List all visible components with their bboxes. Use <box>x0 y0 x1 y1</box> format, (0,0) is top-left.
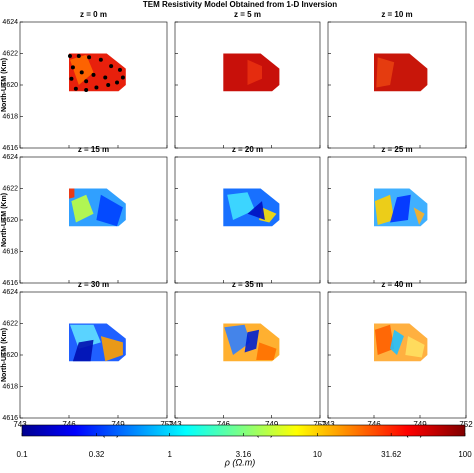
resistivity-patch <box>70 54 94 85</box>
station-marker <box>84 88 89 93</box>
x-tick-label: 743 <box>321 420 335 429</box>
station-marker <box>117 67 122 72</box>
x-tick-label: 752 <box>160 420 174 429</box>
x-tick-label: 749 <box>265 420 279 429</box>
y-tick-label: 4618 <box>2 383 18 390</box>
y-tick-label: 4620 <box>2 217 18 224</box>
y-axis-label: North-UTM (Km) <box>1 328 8 382</box>
station-marker <box>98 57 103 62</box>
panel-title: z = 5 m <box>234 10 261 19</box>
resistivity-patch <box>390 194 411 223</box>
y-tick-label: 4624 <box>2 154 18 161</box>
y-tick-label: 4616 <box>2 415 18 422</box>
resistivity-patch <box>69 188 75 199</box>
resistivity-patch <box>72 339 94 362</box>
resistivity-patch <box>227 192 255 220</box>
station-marker <box>103 75 108 80</box>
figure-title: TEM Resistivity Model Obtained from 1-D … <box>143 0 337 9</box>
y-tick-label: 4620 <box>2 352 18 359</box>
panel-title: z = 40 m <box>381 280 412 289</box>
x-tick-label: 743 <box>13 420 27 429</box>
panel-title: z = 0 m <box>80 10 107 19</box>
panel-title: z = 10 m <box>381 10 412 19</box>
colorbar-tick-label: 0.32 <box>89 450 105 459</box>
resistivity-patch <box>256 342 277 360</box>
panel-title: z = 25 m <box>381 145 412 154</box>
resistivity-patch <box>244 329 260 353</box>
resistivity-patch <box>390 329 404 355</box>
x-tick-label: 746 <box>367 420 381 429</box>
resistivity-patch <box>247 59 262 85</box>
y-tick-label: 4622 <box>2 50 18 57</box>
colorbar-tick-label: 100 <box>458 450 472 459</box>
station-marker <box>84 79 89 84</box>
station-marker <box>69 76 74 81</box>
resistivity-patch <box>247 201 265 220</box>
resistivity-patch <box>374 324 395 355</box>
resistivity-patch <box>405 336 425 358</box>
x-tick-label: 749 <box>111 420 125 429</box>
y-tick-label: 4622 <box>2 185 18 192</box>
colorbar-tick-label: 31.62 <box>381 450 402 459</box>
resistivity-patch <box>70 324 101 349</box>
y-tick-label: 4616 <box>2 280 18 287</box>
colorbar-tick-label: 3.16 <box>236 450 252 459</box>
panel-title: z = 20 m <box>232 145 263 154</box>
station-marker <box>91 72 96 77</box>
station-marker <box>106 83 111 87</box>
station-marker <box>79 70 84 75</box>
station-marker <box>94 85 99 90</box>
panel-title: z = 15 m <box>78 145 109 154</box>
y-tick-label: 4622 <box>2 320 18 327</box>
x-tick-label: 752 <box>313 420 327 429</box>
x-tick-label: 746 <box>62 420 76 429</box>
y-axis-label: North-UTM (Km) <box>1 193 8 247</box>
y-tick-label: 4620 <box>2 82 18 89</box>
y-tick-label: 4618 <box>2 113 18 120</box>
panel-title: z = 30 m <box>78 280 109 289</box>
resistivity-patch <box>96 194 123 227</box>
station-marker <box>67 54 72 59</box>
panel-title: z = 35 m <box>232 280 263 289</box>
x-tick-label: 746 <box>217 420 231 429</box>
y-axis-label: North-UTM (Km) <box>1 58 8 112</box>
resistivity-patch <box>71 194 94 223</box>
resistivity-patch <box>100 336 123 362</box>
colorbar-tick-label: 10 <box>313 450 322 459</box>
station-marker <box>76 54 81 59</box>
station-marker <box>73 86 78 91</box>
station-marker <box>87 55 92 60</box>
y-tick-label: 4624 <box>2 19 18 26</box>
resistivity-patch <box>376 57 395 88</box>
resistivity-patch <box>374 194 395 225</box>
station-marker <box>115 80 120 85</box>
station-marker <box>70 65 75 70</box>
colorbar-label: ρ (Ω.m) <box>224 457 256 467</box>
x-tick-label: 752 <box>459 420 473 429</box>
y-tick-label: 4618 <box>2 248 18 255</box>
station-marker <box>109 64 114 69</box>
colorbar-tick-label: 1 <box>167 450 172 459</box>
x-tick-label: 749 <box>413 420 427 429</box>
colorbar-tick-label: 0.1 <box>16 450 28 459</box>
y-tick-label: 4616 <box>2 145 18 152</box>
resistivity-patch <box>224 324 251 355</box>
x-tick-label: 743 <box>168 420 182 429</box>
resistivity-patch <box>413 207 425 225</box>
y-tick-label: 4624 <box>2 289 18 296</box>
station-marker <box>120 75 125 80</box>
